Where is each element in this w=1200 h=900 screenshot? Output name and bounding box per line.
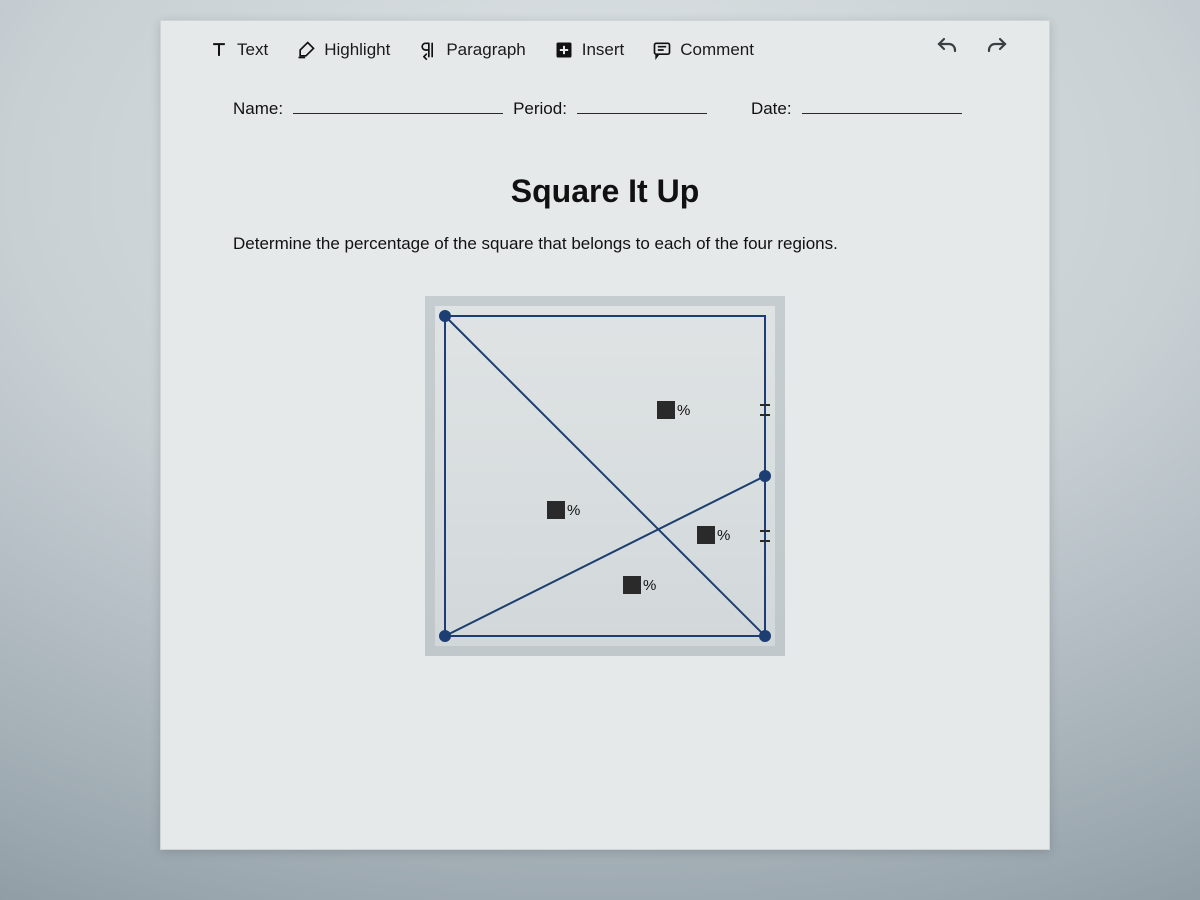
region-label-right_small[interactable]: % bbox=[697, 526, 730, 544]
insert-tool[interactable]: Insert bbox=[554, 40, 625, 60]
instructions-text: Determine the percentage of the square t… bbox=[161, 234, 1049, 254]
region-label-bottom[interactable]: % bbox=[623, 576, 656, 594]
insert-icon bbox=[554, 40, 574, 60]
undo-icon bbox=[935, 35, 959, 59]
region-value-box[interactable] bbox=[697, 526, 715, 544]
edge-tick-3 bbox=[760, 540, 770, 542]
period-label: Period: bbox=[513, 99, 567, 119]
region-value-box[interactable] bbox=[657, 401, 675, 419]
region-value-box[interactable] bbox=[623, 576, 641, 594]
redo-button[interactable] bbox=[985, 35, 1009, 64]
name-label: Name: bbox=[233, 99, 283, 119]
paragraph-icon bbox=[418, 40, 438, 60]
toolbar-right-group bbox=[935, 35, 1009, 64]
redo-icon bbox=[985, 35, 1009, 59]
percent-symbol: % bbox=[717, 527, 730, 544]
toolbar: Text Highlight Paragraph Insert Com bbox=[161, 21, 1049, 74]
comment-icon bbox=[652, 40, 672, 60]
page-title: Square It Up bbox=[161, 173, 1049, 210]
comment-tool[interactable]: Comment bbox=[652, 40, 754, 60]
comment-tool-label: Comment bbox=[680, 40, 754, 60]
header-fields: Name: Period: Date: bbox=[161, 74, 1049, 119]
highlight-tool[interactable]: Highlight bbox=[296, 40, 390, 60]
region-value-box[interactable] bbox=[547, 501, 565, 519]
paragraph-tool[interactable]: Paragraph bbox=[418, 40, 525, 60]
document-page: Text Highlight Paragraph Insert Com bbox=[160, 20, 1050, 850]
figure-border: %%%% bbox=[425, 296, 785, 656]
edge-tick-2 bbox=[760, 530, 770, 532]
region-label-left_big[interactable]: % bbox=[547, 501, 580, 519]
figure-container: %%%% bbox=[161, 296, 1049, 656]
insert-tool-label: Insert bbox=[582, 40, 625, 60]
percent-symbol: % bbox=[567, 502, 580, 519]
highlight-tool-label: Highlight bbox=[324, 40, 390, 60]
name-input-line[interactable] bbox=[293, 96, 503, 114]
text-tool[interactable]: Text bbox=[209, 40, 268, 60]
figure-svg bbox=[435, 306, 775, 646]
date-label: Date: bbox=[751, 99, 792, 119]
date-input-line[interactable] bbox=[802, 96, 962, 114]
square-figure: %%%% bbox=[435, 306, 775, 646]
undo-button[interactable] bbox=[935, 35, 959, 64]
text-tool-label: Text bbox=[237, 40, 268, 60]
edge-tick-0 bbox=[760, 404, 770, 406]
highlight-icon bbox=[296, 40, 316, 60]
period-input-line[interactable] bbox=[577, 96, 707, 114]
region-label-upper_right[interactable]: % bbox=[657, 401, 690, 419]
percent-symbol: % bbox=[677, 402, 690, 419]
edge-tick-1 bbox=[760, 414, 770, 416]
percent-symbol: % bbox=[643, 577, 656, 594]
text-icon bbox=[209, 40, 229, 60]
paragraph-tool-label: Paragraph bbox=[446, 40, 525, 60]
